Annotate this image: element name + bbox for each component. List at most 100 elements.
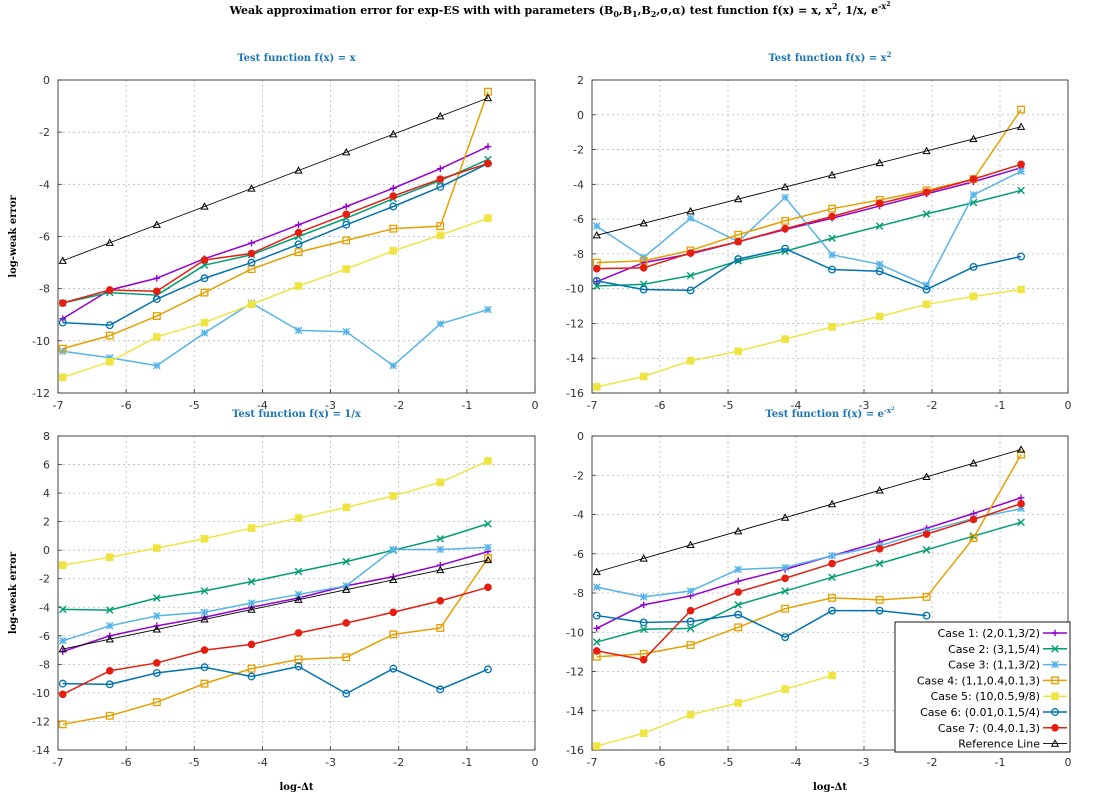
data-point [105,622,114,630]
legend-marker [1051,629,1059,637]
data-point [592,264,601,273]
y-tick-label: -10 [32,687,50,700]
data-point [734,347,743,356]
data-point [828,551,836,560]
series-line [596,521,1022,643]
data-point [734,526,743,535]
data-point [200,679,209,688]
data-point [58,256,67,264]
series-line [62,145,489,320]
x-tick-label: -4 [791,399,802,412]
data-point [200,256,209,264]
data-point [781,604,790,613]
legend-marker [1051,692,1059,701]
data-point [686,641,695,649]
data-point [484,214,492,223]
data-point [200,587,209,595]
series-line [62,559,489,650]
series-case-8 [58,93,493,264]
series-case-6 [592,606,931,642]
data-point [686,206,695,215]
series-case-4 [592,105,1026,267]
y-tick-label: -8 [39,658,50,671]
x-tick-label: -2 [927,756,938,769]
data-point [875,158,884,167]
data-point [436,565,445,574]
series-line [596,609,927,638]
data-point [484,159,492,168]
x-tick-label: 0 [532,756,539,769]
legend-label: Case 1: (2,0.1,3/2) [938,627,1040,640]
data-point [105,711,114,720]
data-point [58,690,67,699]
data-point [828,265,836,274]
data-point [389,129,398,138]
data-point [781,224,789,233]
data-point [247,300,256,309]
data-point [639,655,648,664]
data-point [734,699,743,707]
data-point [484,554,492,562]
subplot-title: Test function f(x) = e-x2 [765,406,895,420]
x-tick-label: -7 [587,756,598,769]
data-point [294,590,303,599]
y-tick-label: -10 [566,626,584,639]
data-point [875,267,884,276]
data-point [200,202,209,210]
data-point [686,249,695,257]
data-point [875,559,884,568]
data-point [1017,167,1025,176]
data-point [436,222,445,231]
data-point [483,555,493,564]
series-line [62,302,489,367]
data-point [639,554,648,562]
x-tick-label: -6 [121,399,132,412]
series-case-5 [592,671,836,750]
y-tick-label: 2 [43,516,50,529]
data-point [247,184,256,192]
data-point [639,593,648,601]
data-point [58,637,67,645]
data-point [436,534,445,543]
x-tick-label: -4 [791,756,802,769]
x-tick-label: -5 [723,756,734,769]
x-tick-label: -7 [53,756,64,769]
x-tick-label: 0 [1065,399,1072,412]
data-point [781,633,790,642]
data-point [105,634,114,643]
legend-label: Case 7: (0.4,0.1,3) [938,722,1040,735]
data-point [828,593,836,602]
data-point [734,588,743,596]
data-point [922,281,931,289]
data-point [342,557,351,566]
data-point [58,605,67,614]
y-tick-label: -14 [566,352,584,365]
y-tick-label: -12 [32,387,50,400]
series-line [596,126,1022,236]
data-point [436,175,445,183]
data-point [875,222,884,230]
data-point [248,239,255,247]
data-point [342,236,351,245]
series-line [596,109,1022,264]
data-point [342,327,351,336]
series-case-7 [58,583,492,699]
y-tick-label: -12 [566,666,584,679]
data-point [105,286,114,294]
data-point [592,567,601,576]
series-case-6 [58,662,492,698]
x-tick-label: -1 [461,756,472,769]
data-point [389,247,398,255]
data-point [200,329,209,337]
data-point [875,260,884,269]
legend-marker [1050,739,1060,747]
y-tick-label: 4 [43,487,50,500]
data-point [686,710,695,719]
data-point [200,608,209,617]
data-point [105,238,114,246]
data-point [247,664,256,673]
plot-frame [57,435,536,751]
series-line [596,189,1022,287]
x-tick-label: 0 [1065,756,1072,769]
data-point [781,587,789,595]
